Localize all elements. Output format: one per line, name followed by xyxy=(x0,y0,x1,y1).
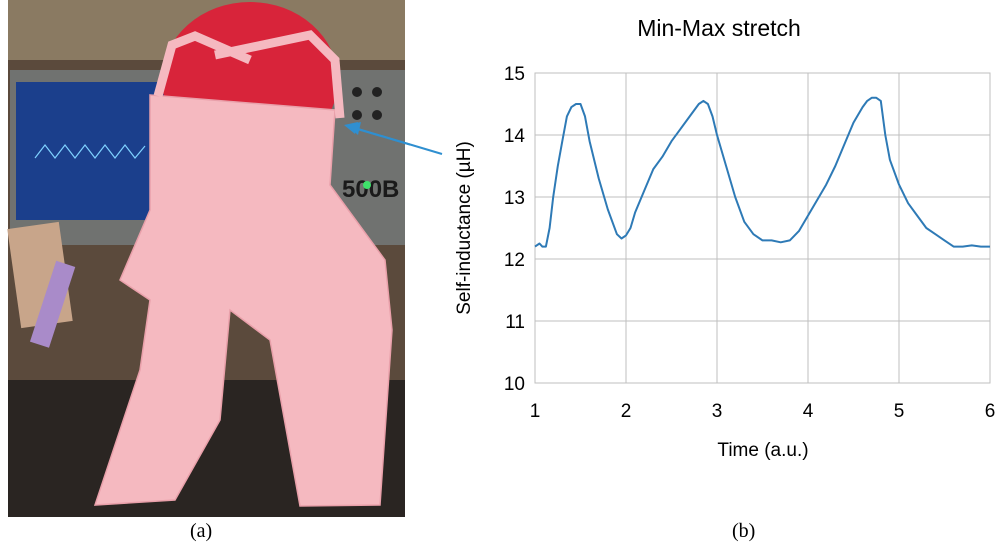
scope-knob xyxy=(352,87,362,97)
scope-knob xyxy=(372,87,382,97)
x-tick-label: 3 xyxy=(712,401,723,422)
oscilloscope-model-label: 500B xyxy=(342,176,399,203)
y-tick-label: 11 xyxy=(505,312,525,333)
pointer-arrowhead xyxy=(347,122,361,135)
y-tick-label: 12 xyxy=(504,250,525,271)
caption-b: (b) xyxy=(732,520,756,542)
y-tick-label: 14 xyxy=(504,126,526,147)
chart-series xyxy=(534,96,990,248)
x-tick-label: 1 xyxy=(530,401,541,422)
garment-photo: 500B xyxy=(7,0,410,517)
pants-strap xyxy=(153,30,345,119)
scope-led xyxy=(363,181,371,189)
caption-a: (a) xyxy=(190,520,213,542)
x-tick-label: 5 xyxy=(894,401,905,422)
plot-area-border xyxy=(534,72,991,384)
pointer-arrow xyxy=(357,128,443,155)
oscilloscope-trace xyxy=(34,144,146,159)
chart-grid xyxy=(534,72,991,384)
x-tick-label: 4 xyxy=(803,401,814,422)
y-axis-title: Self-inductance (µH) xyxy=(454,141,475,315)
y-tick-label: 15 xyxy=(504,64,525,85)
x-axis-title: Time (a.u.) xyxy=(717,440,808,461)
series-line xyxy=(534,96,990,248)
x-tick-label: 2 xyxy=(621,401,632,422)
x-tick-label: 6 xyxy=(985,401,996,422)
scope-knob xyxy=(352,110,362,120)
y-tick-label: 10 xyxy=(504,374,525,395)
knit-sample xyxy=(29,260,76,348)
scope-knob xyxy=(372,110,382,120)
chart-title: Min-Max stretch xyxy=(637,15,801,41)
y-tick-label: 13 xyxy=(504,188,525,209)
knitted-pants xyxy=(93,94,393,507)
